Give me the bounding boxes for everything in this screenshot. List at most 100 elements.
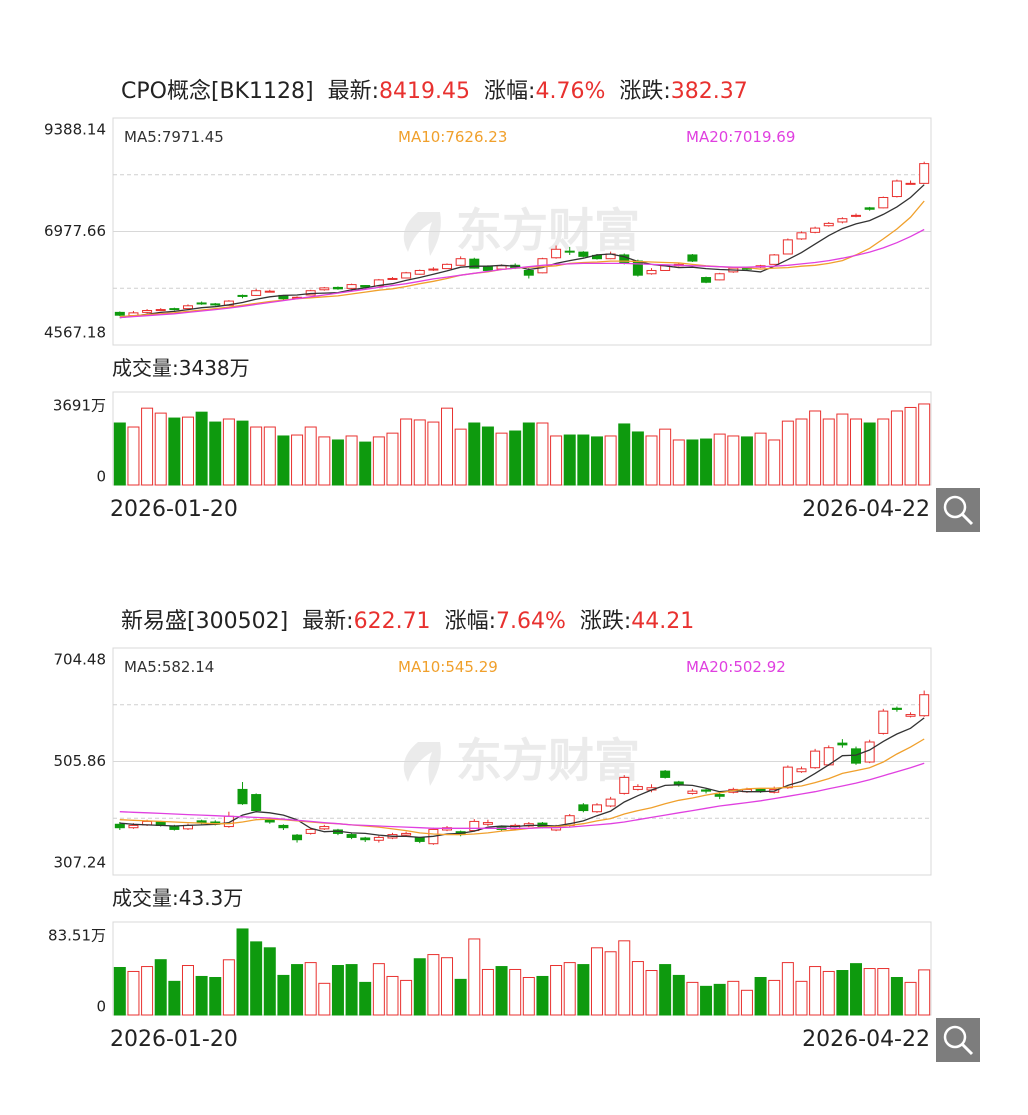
volume-bar bbox=[304, 962, 317, 1016]
field-label: 涨跌: bbox=[619, 79, 670, 104]
volume-bar bbox=[113, 422, 126, 486]
field-label: 涨跌: bbox=[580, 609, 631, 634]
volume-bar bbox=[113, 966, 126, 1016]
volume-bar bbox=[318, 982, 331, 1016]
zoom-button[interactable] bbox=[936, 488, 980, 532]
candle-body bbox=[292, 834, 303, 841]
volume-bar bbox=[263, 947, 276, 1016]
watermark: 东方财富 bbox=[403, 204, 640, 258]
ma-line bbox=[119, 228, 925, 319]
volume-bar bbox=[590, 436, 603, 486]
ma-name: MA10: bbox=[398, 128, 445, 146]
ma-line bbox=[119, 738, 925, 836]
candle-body bbox=[401, 832, 412, 836]
volume-bar bbox=[727, 980, 740, 1016]
volume-bar bbox=[618, 940, 631, 1016]
candle-body bbox=[155, 309, 166, 312]
volume-bar bbox=[481, 426, 494, 486]
candle-body bbox=[619, 776, 630, 794]
volume-bar bbox=[250, 426, 263, 486]
volume-bar bbox=[604, 951, 617, 1016]
watermark-logo bbox=[403, 212, 441, 256]
volume-bar bbox=[904, 981, 917, 1016]
ma-legend: MA20:502.92 bbox=[686, 658, 786, 676]
candle-body bbox=[782, 239, 793, 255]
candle-body bbox=[332, 286, 343, 290]
field-value: 44.21 bbox=[631, 609, 694, 634]
ma-legend: MA10:545.29 bbox=[398, 658, 498, 676]
candle-body bbox=[373, 836, 384, 841]
watermark-text: 东方财富 bbox=[456, 204, 640, 258]
candle-body bbox=[551, 248, 562, 259]
volume-bar bbox=[181, 965, 194, 1016]
ma-name: MA10: bbox=[398, 658, 445, 676]
candle-body bbox=[237, 788, 248, 805]
y-tick-label: 505.86 bbox=[54, 752, 107, 770]
volume-bar bbox=[577, 964, 590, 1016]
volume-bar bbox=[427, 421, 440, 486]
volume-label-name: 成交量: bbox=[112, 356, 179, 380]
candle-body bbox=[864, 207, 875, 210]
volume-bar bbox=[863, 968, 876, 1016]
volume-bar bbox=[522, 422, 535, 486]
candle-body bbox=[796, 768, 807, 773]
candle-body bbox=[237, 294, 248, 297]
candle-body bbox=[864, 741, 875, 763]
volume-bar bbox=[427, 954, 440, 1016]
candle-body bbox=[919, 163, 930, 184]
candle-body bbox=[701, 789, 712, 792]
volume-bar bbox=[209, 976, 222, 1016]
volume-bar bbox=[727, 435, 740, 486]
volume-bar bbox=[481, 968, 494, 1016]
candle-body bbox=[810, 227, 821, 233]
candle-body bbox=[278, 824, 289, 829]
ma-legend: MA5:582.14 bbox=[124, 658, 214, 676]
x-date-label: 2026-01-20 bbox=[110, 497, 238, 522]
volume-bar bbox=[618, 423, 631, 486]
volume-bar bbox=[740, 436, 753, 486]
volume-bar bbox=[359, 441, 372, 486]
volume-bar bbox=[141, 407, 154, 486]
volume-bar bbox=[291, 434, 304, 486]
x-date-label: 2026-04-22 bbox=[802, 1027, 930, 1052]
volume-bar bbox=[236, 928, 249, 1016]
volume-bar bbox=[400, 418, 413, 486]
volume-bar bbox=[509, 968, 522, 1016]
watermark-text: 东方财富 bbox=[456, 734, 640, 788]
candle-body bbox=[319, 287, 330, 291]
volume-bar bbox=[400, 979, 413, 1016]
volume-tick-label: 3691万 bbox=[53, 397, 106, 415]
candle-body bbox=[428, 268, 439, 271]
y-tick-label: 6977.66 bbox=[44, 222, 106, 240]
volume-bar bbox=[850, 963, 863, 1016]
candle-body bbox=[646, 269, 657, 275]
volume-bar bbox=[768, 439, 781, 486]
volume-bar bbox=[454, 428, 467, 486]
stock-name: CPO概念[BK1128] bbox=[121, 79, 314, 104]
candle-body bbox=[251, 794, 262, 812]
volume-tick-label: 83.51万 bbox=[48, 927, 106, 945]
candle-body bbox=[823, 222, 834, 227]
candle-body bbox=[578, 251, 589, 257]
volume-bar bbox=[890, 976, 903, 1016]
candle-body bbox=[905, 714, 916, 717]
ma-legend: MA5:7971.45 bbox=[124, 128, 224, 146]
candle-body bbox=[755, 788, 766, 792]
volume-bar bbox=[672, 439, 685, 486]
zoom-button[interactable] bbox=[936, 1018, 980, 1062]
volume-panel bbox=[112, 921, 932, 1016]
y-tick-label: 307.24 bbox=[54, 854, 107, 872]
volume-bar bbox=[386, 432, 399, 486]
volume-bar bbox=[141, 966, 154, 1016]
field-label: 涨幅: bbox=[445, 609, 496, 634]
volume-bar bbox=[700, 438, 713, 486]
volume-bar bbox=[236, 420, 249, 486]
volume-bar bbox=[672, 974, 685, 1016]
ma-name: MA5: bbox=[124, 128, 162, 146]
volume-bar bbox=[359, 981, 372, 1016]
volume-bar bbox=[331, 965, 344, 1016]
volume-bar bbox=[590, 947, 603, 1016]
zoom-button-bg bbox=[936, 1018, 980, 1062]
